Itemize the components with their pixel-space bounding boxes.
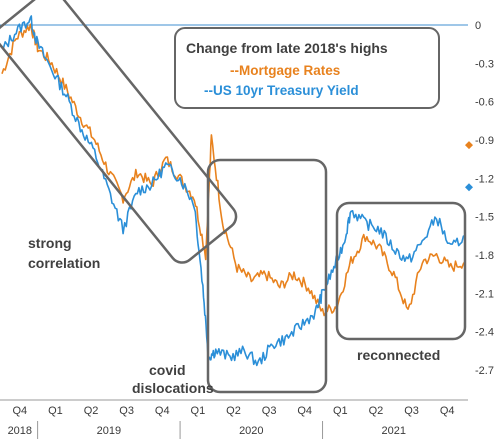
y-tick-label: -2.7 <box>475 365 494 377</box>
legend-entry-mortgage: --Mortgage Rates <box>230 63 340 78</box>
y-tick-label: -0.9 <box>475 135 494 147</box>
y-tick-label: -2.4 <box>475 327 494 339</box>
annotations: strong correlation covid dislocations re… <box>28 235 440 396</box>
x-tick-label: Q3 <box>262 405 277 417</box>
covid-dislocations-box <box>206 158 328 394</box>
series-line-treasury <box>1 15 466 367</box>
x-tick-label: Q4 <box>155 405 170 417</box>
y-tick-label: -1.8 <box>475 250 494 262</box>
x-tick-label: Q4 <box>440 405 455 417</box>
annotation-reconnected: reconnected <box>357 347 440 363</box>
x-tick-label: Q1 <box>191 405 206 417</box>
strong-correlation-box <box>0 0 238 264</box>
y-tick-label: -0.6 <box>475 97 494 109</box>
end-marker-treasury <box>465 183 473 192</box>
end-markers <box>465 141 473 192</box>
y-axis: 0 -0.3 -0.6 -0.9 -1.2 -1.5 -1.8 -2.1 -2.4 -2.7 <box>475 20 494 377</box>
x-tick-label: Q2 <box>369 405 384 417</box>
x-tick-label: Q4 <box>12 405 27 417</box>
x-tick-label: Q2 <box>226 405 241 417</box>
annotation-strong: strong <box>28 235 72 251</box>
x-tick-label: Q1 <box>333 405 348 417</box>
y-tick-label: -1.5 <box>475 212 494 224</box>
legend-box <box>174 27 440 109</box>
x-tick-label: Q3 <box>119 405 134 417</box>
series-line-mortgage <box>1 23 466 317</box>
year-label: 2019 <box>97 425 121 437</box>
annotation-covid: covid <box>149 362 186 378</box>
series-layer <box>1 15 466 367</box>
x-tick-label: Q2 <box>84 405 99 417</box>
end-marker-mortgage <box>465 141 473 150</box>
x-tick-label: Q3 <box>404 405 419 417</box>
y-tick-label: -0.3 <box>475 58 494 70</box>
legend-entry-treasury: --US 10yr Treasury Yield <box>204 83 359 98</box>
year-label: 2020 <box>239 425 263 437</box>
x-tick-label: Q1 <box>48 405 63 417</box>
y-tick-label: 0 <box>475 20 481 32</box>
year-label: 2018 <box>8 425 32 437</box>
annotation-correlation: correlation <box>28 255 100 271</box>
reconnected-box <box>335 201 467 341</box>
chart-title: Change from late 2018's highs <box>186 40 388 56</box>
x-axis: Q4 Q1 Q2 Q3 Q4 Q1 Q2 Q3 Q4 Q1 Q2 Q3 Q4 2018 2019 2020 20… <box>0 399 468 439</box>
y-tick-label: -2.1 <box>475 288 494 300</box>
x-tick-label: Q4 <box>297 405 312 417</box>
year-label: 2021 <box>382 425 406 437</box>
annotation-dislocations: dislocations <box>132 380 214 396</box>
y-tick-label: -1.2 <box>475 173 494 185</box>
annotation-boxes <box>0 0 467 394</box>
legend: Change from late 2018's highs --Mortgage… <box>174 27 440 109</box>
